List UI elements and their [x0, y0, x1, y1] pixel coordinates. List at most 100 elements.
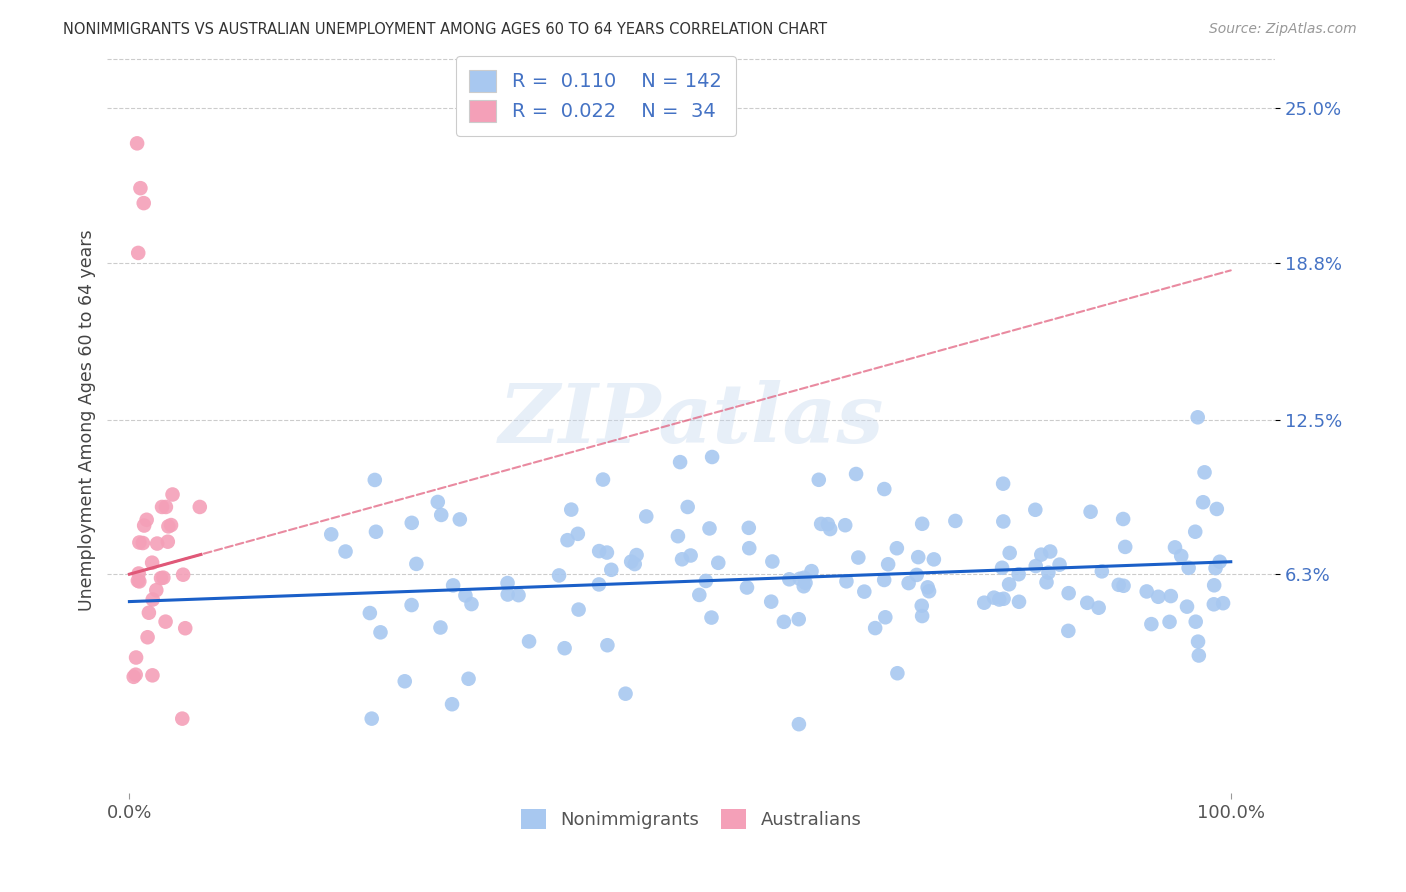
- Point: [145, 583, 167, 598]
- Point: [560, 502, 582, 516]
- Point: [614, 687, 637, 701]
- Point: [508, 588, 530, 602]
- Point: [1049, 558, 1071, 572]
- Point: [1038, 566, 1060, 580]
- Point: [1035, 575, 1057, 590]
- Point: [922, 552, 945, 566]
- Point: [918, 584, 941, 599]
- Point: [787, 612, 810, 626]
- Point: [128, 566, 150, 581]
- Point: [1057, 624, 1080, 638]
- Point: [141, 668, 163, 682]
- Point: [993, 591, 1015, 606]
- Point: [1159, 615, 1181, 629]
- Point: [156, 534, 179, 549]
- Point: [998, 546, 1021, 560]
- Point: [993, 515, 1015, 529]
- Point: [568, 602, 591, 616]
- Point: [157, 519, 180, 533]
- Point: [454, 589, 477, 603]
- Point: [1187, 634, 1209, 648]
- Point: [127, 246, 149, 260]
- Point: [943, 514, 966, 528]
- Point: [834, 518, 856, 533]
- Point: [886, 541, 908, 556]
- Point: [588, 544, 610, 558]
- Point: [567, 526, 589, 541]
- Point: [707, 556, 730, 570]
- Point: [761, 554, 783, 568]
- Point: [401, 516, 423, 530]
- Point: [1076, 596, 1098, 610]
- Point: [1087, 600, 1109, 615]
- Point: [886, 666, 908, 681]
- Point: [128, 574, 150, 589]
- Point: [405, 557, 427, 571]
- Point: [125, 650, 148, 665]
- Point: [430, 508, 453, 522]
- Point: [1192, 495, 1215, 509]
- Point: [359, 606, 381, 620]
- Point: [370, 625, 392, 640]
- Point: [1205, 502, 1227, 516]
- Point: [1112, 512, 1135, 526]
- Point: [700, 610, 723, 624]
- Point: [818, 522, 841, 536]
- Point: [700, 450, 723, 464]
- Point: [394, 674, 416, 689]
- Point: [136, 630, 159, 644]
- Point: [364, 473, 387, 487]
- Point: [162, 487, 184, 501]
- Point: [1136, 584, 1159, 599]
- Point: [875, 610, 897, 624]
- Point: [807, 473, 830, 487]
- Point: [122, 670, 145, 684]
- Point: [1140, 617, 1163, 632]
- Point: [600, 563, 623, 577]
- Point: [360, 712, 382, 726]
- Point: [441, 578, 464, 592]
- Point: [174, 621, 197, 635]
- Point: [1008, 567, 1031, 582]
- Point: [793, 579, 815, 593]
- Point: [321, 527, 343, 541]
- Point: [738, 541, 761, 556]
- Point: [1114, 540, 1136, 554]
- Point: [548, 568, 571, 582]
- Point: [132, 196, 155, 211]
- Point: [623, 557, 645, 571]
- Point: [1164, 541, 1187, 555]
- Point: [364, 524, 387, 539]
- Point: [911, 609, 934, 624]
- Point: [817, 517, 839, 532]
- Point: [735, 581, 758, 595]
- Y-axis label: Unemployment Among Ages 60 to 64 years: Unemployment Among Ages 60 to 64 years: [79, 229, 96, 611]
- Point: [172, 712, 194, 726]
- Point: [991, 561, 1014, 575]
- Point: [1108, 578, 1130, 592]
- Point: [1212, 596, 1234, 610]
- Point: [429, 620, 451, 634]
- Point: [666, 529, 689, 543]
- Point: [877, 558, 900, 572]
- Point: [132, 536, 155, 550]
- Point: [787, 717, 810, 731]
- Point: [1057, 586, 1080, 600]
- Point: [911, 516, 934, 531]
- Point: [138, 606, 160, 620]
- Point: [853, 584, 876, 599]
- Point: [778, 572, 800, 586]
- Point: [998, 577, 1021, 591]
- Point: [863, 621, 886, 635]
- Point: [800, 564, 823, 578]
- Point: [917, 580, 939, 594]
- Point: [794, 575, 817, 590]
- Point: [988, 592, 1011, 607]
- Point: [738, 521, 761, 535]
- Point: [973, 596, 995, 610]
- Point: [761, 595, 783, 609]
- Point: [789, 572, 811, 586]
- Point: [496, 588, 519, 602]
- Point: [1202, 597, 1225, 611]
- Point: [991, 476, 1014, 491]
